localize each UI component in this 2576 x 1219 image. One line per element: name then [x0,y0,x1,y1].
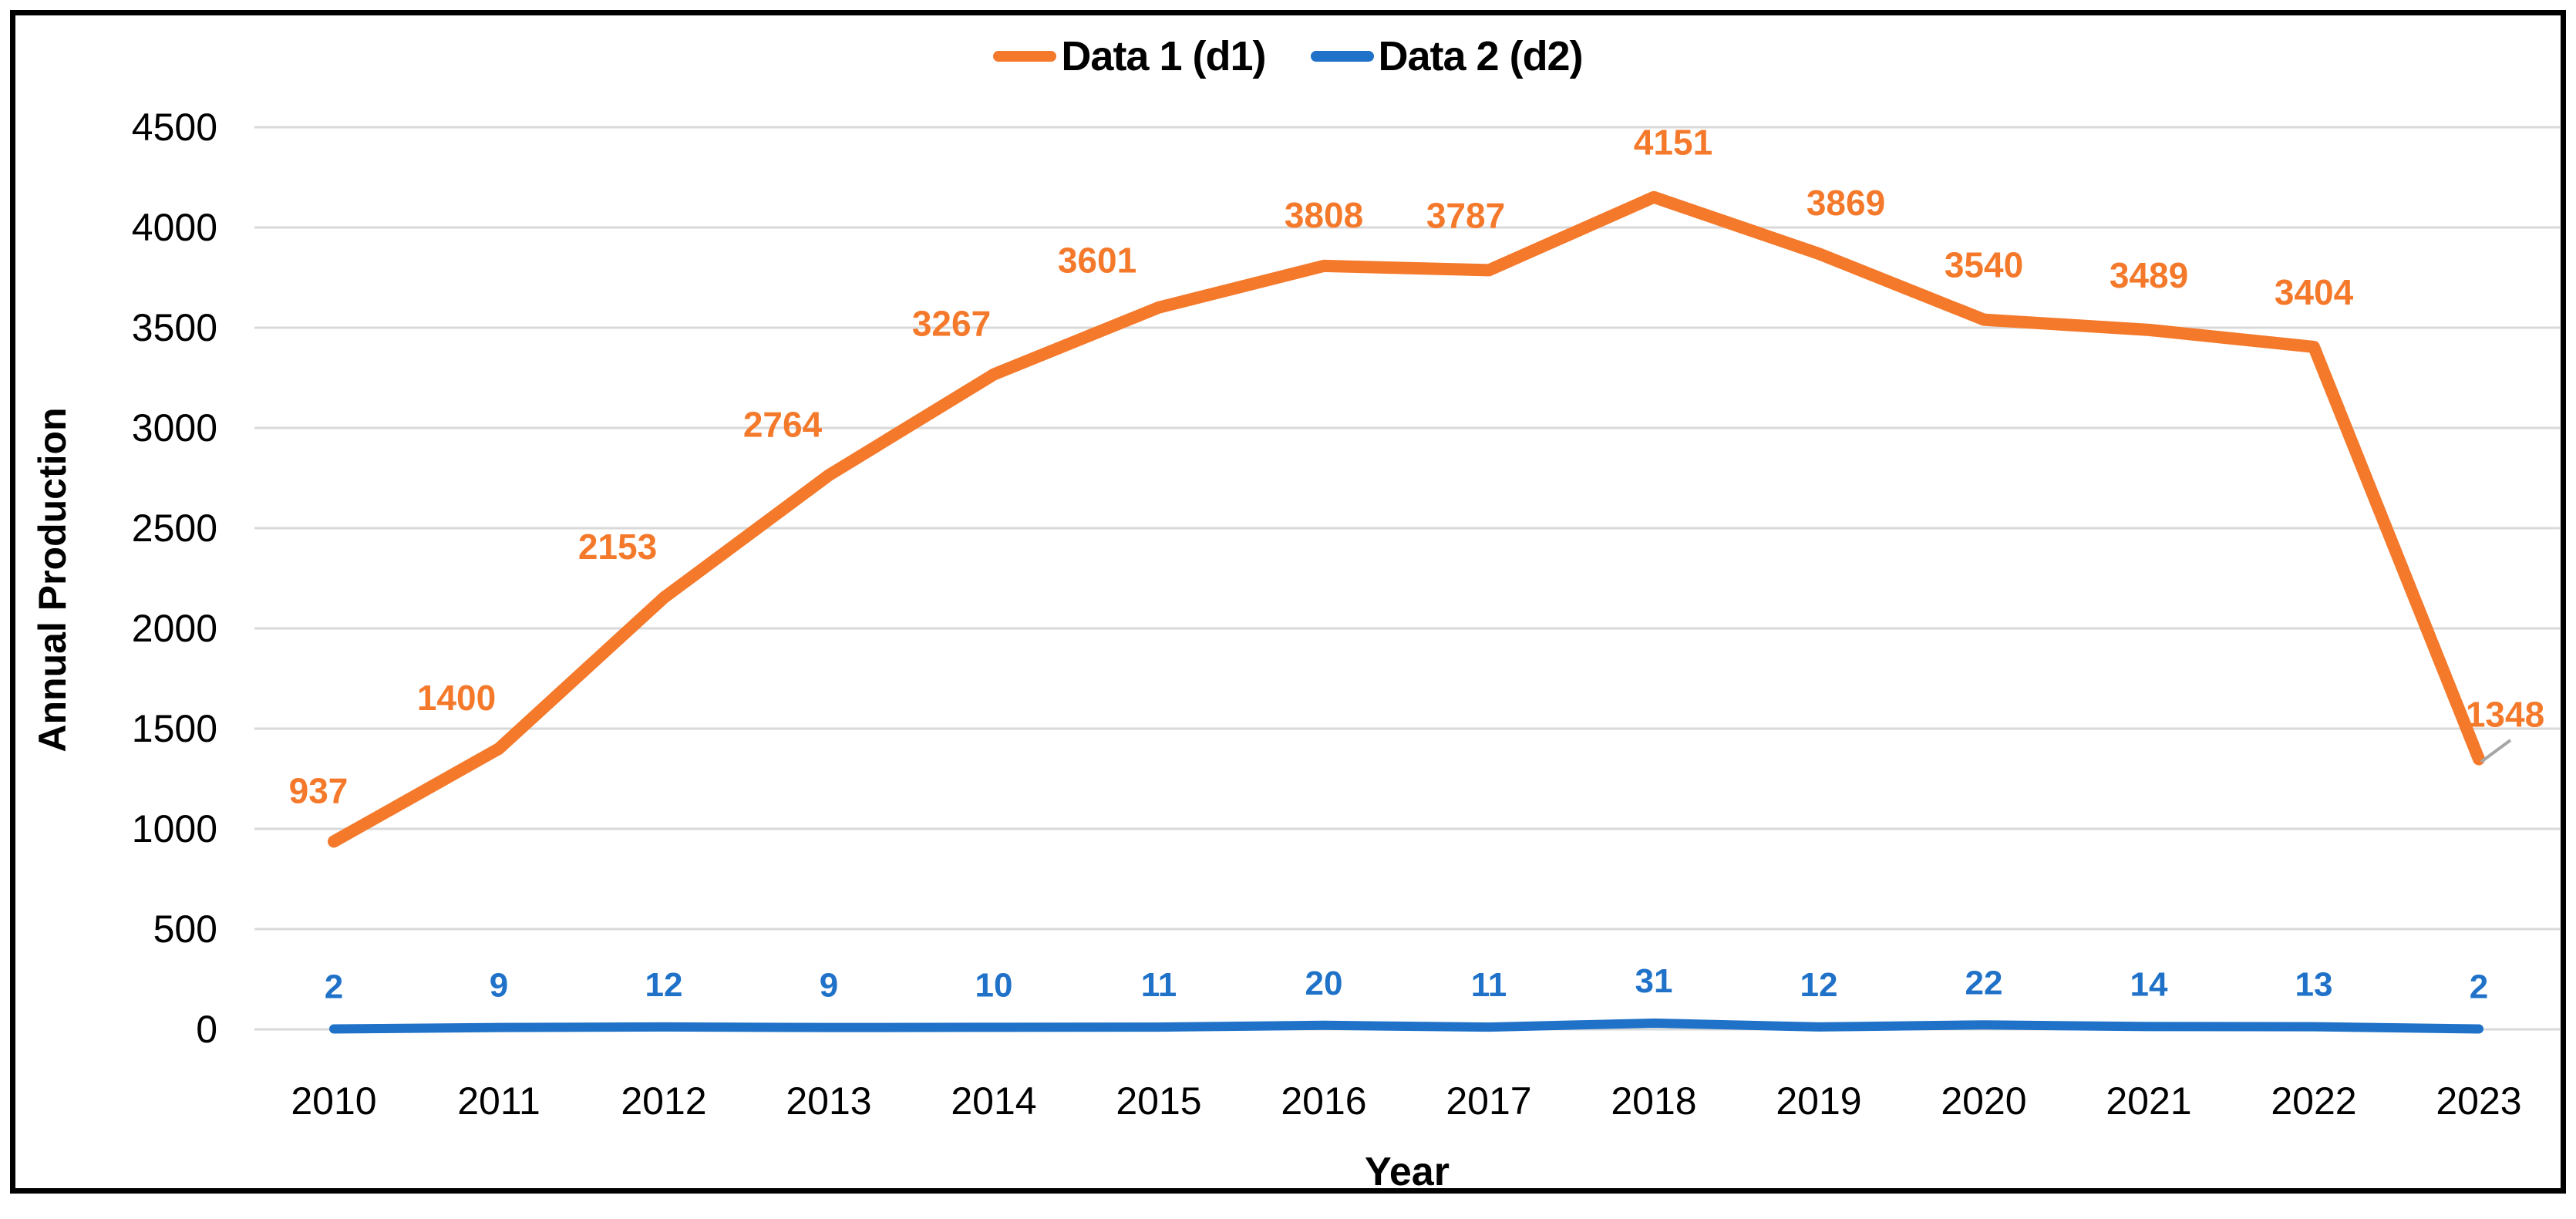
d1-value-label: 3540 [1945,245,2023,285]
d1-value-label: 4151 [1634,123,1712,163]
d1-value-label: 3267 [912,304,991,344]
y-axis-tick-label: 2500 [132,507,217,550]
x-axis-tick-label: 2013 [786,1079,871,1123]
d2-line [329,1018,2483,1034]
y-axis-tick-label: 1500 [132,707,217,750]
y-axis-tick-label: 4500 [132,106,217,149]
x-axis-tick-label: 2020 [1941,1079,2026,1123]
legend: Data 1 (d1) Data 2 (d2) [15,32,2561,80]
legend-label-d2: Data 2 (d2) [1378,33,1584,79]
x-axis-tick-label: 2010 [291,1079,376,1123]
x-axis-title: Year [1365,1150,1450,1194]
y-axis-tick-label: 0 [196,1008,217,1051]
x-axis-tick-label: 2021 [2106,1079,2191,1123]
d2-value-label: 20 [1305,965,1343,1002]
chart-frame: Data 1 (d1) Data 2 (d2) Annual Productio… [10,10,2566,1194]
d1-line [328,190,2485,848]
d2-value-label: 2 [2470,968,2488,1005]
y-axis-tick-label: 3000 [132,406,217,450]
d2-value-label: 12 [645,966,683,1004]
y-axis-tick-label: 4000 [132,206,217,249]
d1-value-label: 3808 [1285,195,1363,235]
y-axis-tick-label: 500 [153,908,217,951]
legend-label-d1: Data 1 (d1) [1061,33,1266,79]
y-axis-tick-label: 1000 [132,807,217,850]
y-axis-tick-label: 3500 [132,306,217,349]
d1-value-label: 3869 [1807,183,1885,223]
legend-line-swatch-d2 [1310,51,1374,62]
legend-item-d1: Data 1 (d1) [993,32,1267,80]
x-axis-tick-label: 2023 [2436,1079,2521,1123]
legend-line-swatch-d1 [993,51,1057,62]
x-axis-tick-label: 2018 [1611,1079,1696,1123]
legend-item-d2: Data 2 (d2) [1310,32,1584,80]
x-axis-tick-label: 2014 [951,1079,1036,1123]
d2-value-label: 13 [2295,966,2333,1004]
d2-value-label: 10 [975,966,1013,1004]
x-axis-tick-label: 2017 [1446,1079,1531,1123]
d1-value-label: 3601 [1058,241,1136,281]
d1-value-label: 3404 [2275,272,2354,312]
d2-value-label: 11 [1471,966,1507,1004]
d1-value-label: 2764 [743,404,823,444]
d1-value-label: 2153 [578,527,657,567]
d1-value-label: 1400 [417,678,496,718]
x-axis-tick-label: 2022 [2271,1079,2356,1123]
d2-value-label: 31 [1635,962,1673,1000]
d1-value-label: 937 [289,770,349,810]
x-axis-tick-label: 2016 [1281,1079,1366,1123]
line-chart-plot-area: 0500100015002000250030003500400045002010… [132,106,2560,1123]
x-axis-tick-label: 2019 [1776,1079,1861,1123]
d2-value-label: 9 [490,967,508,1005]
x-axis-tick-label: 2012 [621,1079,706,1123]
x-axis-tick-label: 2011 [457,1079,540,1123]
y-axis-title: Annual Production [31,407,74,753]
d2-value-label: 11 [1141,966,1177,1004]
x-axis-tick-label: 2015 [1116,1079,1201,1123]
d2-value-label: 14 [2130,965,2168,1003]
d1-last-label-leader-line [2480,739,2512,763]
d1-value-label: 1348 [2466,695,2544,735]
d2-value-label: 12 [1800,966,1838,1004]
d1-value-label: 3489 [2110,255,2188,295]
d2-value-label: 9 [820,967,838,1005]
y-axis-tick-label: 2000 [132,607,217,650]
d2-value-label: 22 [1965,964,2003,1002]
d2-value-label: 2 [325,968,343,1005]
d1-value-label: 3787 [1426,195,1505,235]
